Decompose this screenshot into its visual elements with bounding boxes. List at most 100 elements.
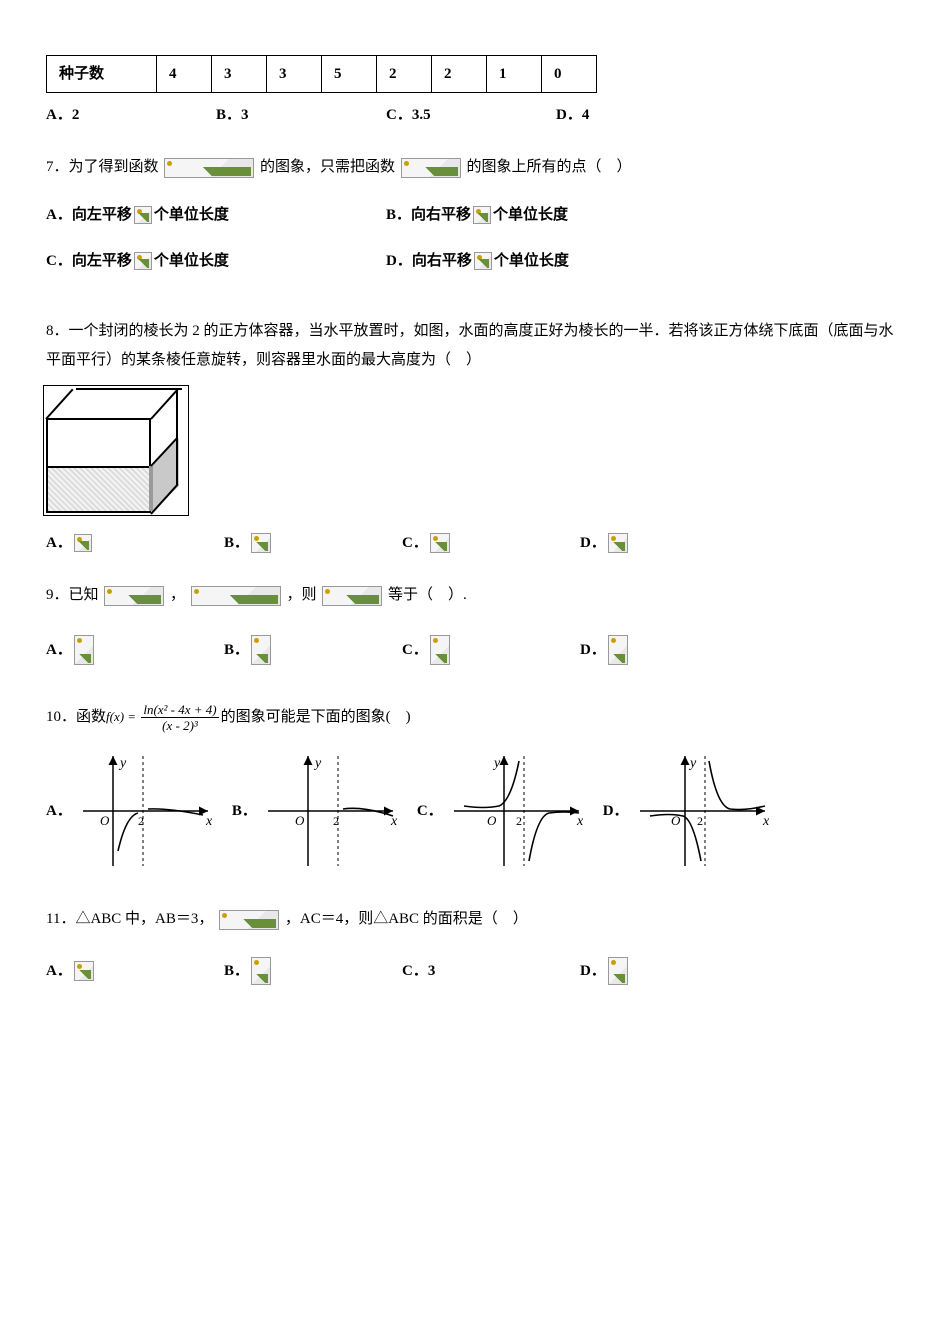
q10-text1: 10．函数 bbox=[46, 709, 106, 725]
option-d: D．向右平移 个单位长度 bbox=[386, 249, 726, 273]
option-b: B． bbox=[224, 635, 402, 665]
q9-text2: ， bbox=[170, 587, 185, 603]
svg-text:O: O bbox=[487, 813, 497, 828]
broken-image-icon bbox=[430, 533, 450, 553]
svg-text:y: y bbox=[313, 756, 322, 771]
option-b: B．向右平移 个单位长度 bbox=[386, 203, 726, 227]
q9-text1: 9．已知 bbox=[46, 587, 99, 603]
broken-image-icon bbox=[164, 158, 254, 178]
graph-b: y x O 2 bbox=[263, 751, 403, 871]
table-cell: 5 bbox=[322, 56, 377, 93]
option-a: A． bbox=[46, 531, 224, 555]
svg-text:O: O bbox=[100, 813, 110, 828]
q9-text3: ，则 bbox=[287, 587, 317, 603]
broken-image-icon bbox=[251, 533, 271, 553]
svg-text:y: y bbox=[688, 756, 697, 771]
svg-text:O: O bbox=[295, 813, 305, 828]
option-d-label: D． bbox=[603, 799, 629, 823]
option-a-label: A． bbox=[46, 799, 72, 823]
q9-options: A． B． C． D． bbox=[46, 635, 904, 665]
q10-graphs: A． y x O 2 B． y x O 2 C． y x O 2 D． bbox=[46, 751, 904, 871]
broken-image-icon bbox=[134, 252, 152, 270]
svg-text:2: 2 bbox=[697, 814, 703, 828]
option-c: C．向左平移 个单位长度 bbox=[46, 249, 386, 273]
q10-fraction: ln(x² - 4x + 4) (x - 2)³ bbox=[141, 703, 218, 732]
option-d: D． bbox=[580, 957, 758, 985]
q9-text4: 等于（ ）. bbox=[388, 587, 467, 603]
question-11: 11．△ABC 中，AB＝3， ，AC＝4，则△ABC 的面积是（ ） bbox=[46, 901, 904, 937]
broken-image-icon bbox=[134, 206, 152, 224]
broken-image-icon bbox=[322, 586, 382, 606]
option-a: A．2 bbox=[46, 103, 216, 127]
q10-fx: f(x) = bbox=[106, 709, 139, 724]
option-c: C．3.5 bbox=[386, 103, 556, 127]
broken-image-icon bbox=[74, 961, 94, 981]
option-b: B． bbox=[224, 531, 402, 555]
broken-image-icon bbox=[191, 586, 281, 606]
q7-text2: 的图象，只需把函数 bbox=[260, 159, 395, 175]
svg-text:x: x bbox=[205, 814, 213, 829]
broken-image-icon bbox=[474, 252, 492, 270]
table-cell: 0 bbox=[542, 56, 597, 93]
q7-options: A．向左平移 个单位长度 B．向右平移 个单位长度 C．向左平移 个单位长度 D… bbox=[46, 203, 904, 295]
svg-text:O: O bbox=[671, 813, 681, 828]
broken-image-icon bbox=[74, 635, 94, 665]
broken-image-icon bbox=[430, 635, 450, 665]
svg-text:y: y bbox=[492, 756, 501, 771]
q10-text2: 的图象可能是下面的图象( ) bbox=[221, 709, 411, 725]
svg-text:2: 2 bbox=[333, 814, 339, 828]
option-c: C． bbox=[402, 635, 580, 665]
question-10: 10．函数f(x) = ln(x² - 4x + 4) (x - 2)³ 的图象… bbox=[46, 699, 904, 735]
question-7: 7．为了得到函数 的图象，只需把函数 的图象上所有的点（ ） bbox=[46, 149, 904, 185]
option-c: C．3 bbox=[402, 957, 580, 985]
broken-image-icon bbox=[251, 957, 271, 985]
svg-text:x: x bbox=[390, 814, 398, 829]
q7-text1: 7．为了得到函数 bbox=[46, 159, 159, 175]
option-a: A． bbox=[46, 957, 224, 985]
option-a: A． bbox=[46, 635, 224, 665]
table-cell: 3 bbox=[212, 56, 267, 93]
q8-options: A． B． C． D． bbox=[46, 531, 904, 555]
graph-d: y x O 2 bbox=[635, 751, 775, 871]
table-cell: 3 bbox=[267, 56, 322, 93]
option-b-label: B． bbox=[232, 799, 257, 823]
graph-a: y x O 2 bbox=[78, 751, 218, 871]
broken-image-icon bbox=[401, 158, 461, 178]
broken-image-icon bbox=[608, 635, 628, 665]
q11-options: A． B． C．3 D． bbox=[46, 957, 904, 985]
option-d: D． bbox=[580, 531, 758, 555]
option-a: A．向左平移 个单位长度 bbox=[46, 203, 386, 227]
broken-image-icon bbox=[608, 533, 628, 553]
table-cell: 2 bbox=[377, 56, 432, 93]
svg-text:2: 2 bbox=[138, 814, 144, 828]
table-cell: 4 bbox=[157, 56, 212, 93]
table-cell: 1 bbox=[487, 56, 542, 93]
option-d: D． bbox=[580, 635, 758, 665]
svg-text:y: y bbox=[118, 756, 127, 771]
table-cell: 2 bbox=[432, 56, 487, 93]
svg-text:2: 2 bbox=[516, 814, 522, 828]
option-b: B． bbox=[224, 957, 402, 985]
seed-count-table: 种子数 4 3 3 5 2 2 1 0 bbox=[46, 55, 597, 93]
cube-figure bbox=[46, 388, 186, 513]
svg-text:x: x bbox=[576, 814, 584, 829]
broken-image-icon bbox=[74, 534, 92, 552]
broken-image-icon bbox=[219, 910, 279, 930]
option-c-label: C． bbox=[417, 799, 443, 823]
broken-image-icon bbox=[251, 635, 271, 665]
q6-options: A．2 B．3 C．3.5 D．4 bbox=[46, 103, 904, 127]
table-row-label: 种子数 bbox=[47, 56, 157, 93]
option-c: C． bbox=[402, 531, 580, 555]
broken-image-icon bbox=[608, 957, 628, 985]
q11-text1: 11．△ABC 中，AB＝3， bbox=[46, 911, 213, 927]
option-b: B．3 bbox=[216, 103, 386, 127]
broken-image-icon bbox=[473, 206, 491, 224]
graph-c: y x O 2 bbox=[449, 751, 589, 871]
svg-text:x: x bbox=[762, 814, 770, 829]
question-9: 9．已知 ， ，则 等于（ ）. bbox=[46, 577, 904, 613]
broken-image-icon bbox=[104, 586, 164, 606]
q11-text2: ，AC＝4，则△ABC 的面积是（ ） bbox=[285, 911, 528, 927]
question-8: 8．一个封闭的棱长为 2 的正方体容器，当水平放置时，如图，水面的高度正好为棱长… bbox=[46, 317, 904, 374]
q7-text3: 的图象上所有的点（ ） bbox=[467, 159, 632, 175]
option-d: D．4 bbox=[556, 103, 726, 127]
